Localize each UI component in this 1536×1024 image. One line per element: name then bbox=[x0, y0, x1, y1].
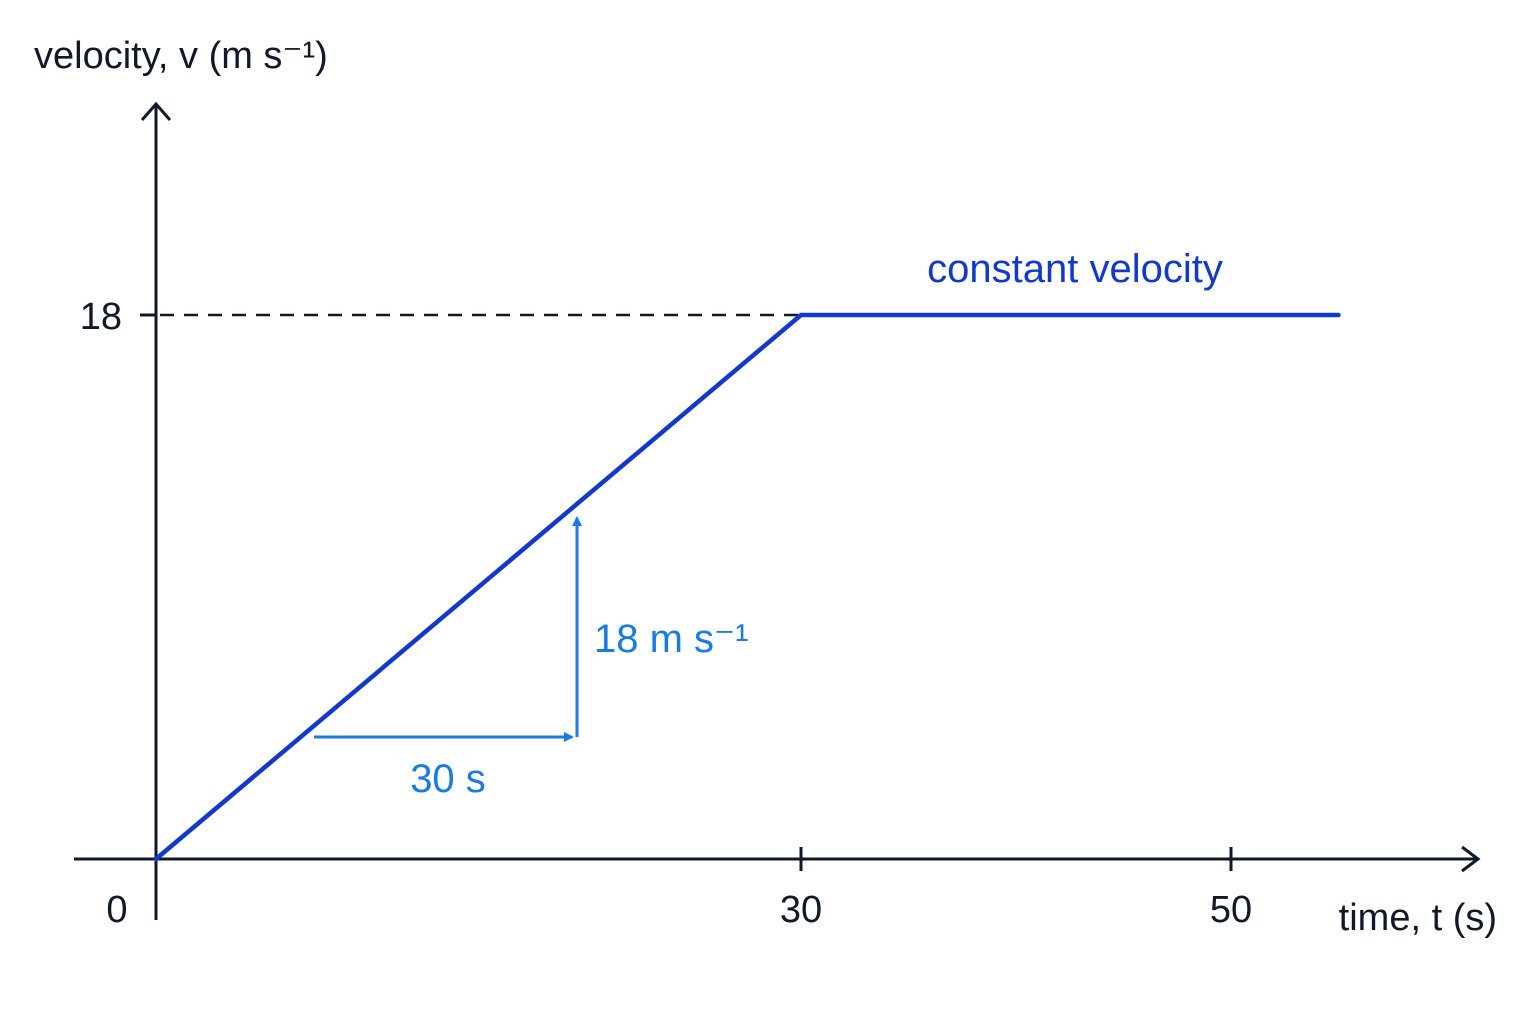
y-axis-arrowhead bbox=[140, 101, 172, 121]
ticks-layer: 0 30 50 18 bbox=[80, 296, 1252, 931]
x-tick-label: 50 bbox=[1210, 889, 1252, 931]
series-layer bbox=[153, 312, 1341, 862]
run-label: 30 s bbox=[410, 757, 486, 801]
constant-velocity-label: constant velocity bbox=[927, 247, 1223, 291]
y-axis-title: velocity, v (m s⁻¹) bbox=[34, 35, 328, 77]
x-axis-arrowhead bbox=[1461, 845, 1481, 873]
rise-label: 18 m s⁻¹ bbox=[594, 617, 748, 661]
x-tick-label: 0 bbox=[106, 889, 127, 931]
x-tick-label: 30 bbox=[780, 889, 822, 931]
velocity-series-line bbox=[153, 312, 1341, 862]
y-tick-label: 18 bbox=[80, 296, 122, 338]
x-axis-title: time, t (s) bbox=[1339, 897, 1497, 939]
